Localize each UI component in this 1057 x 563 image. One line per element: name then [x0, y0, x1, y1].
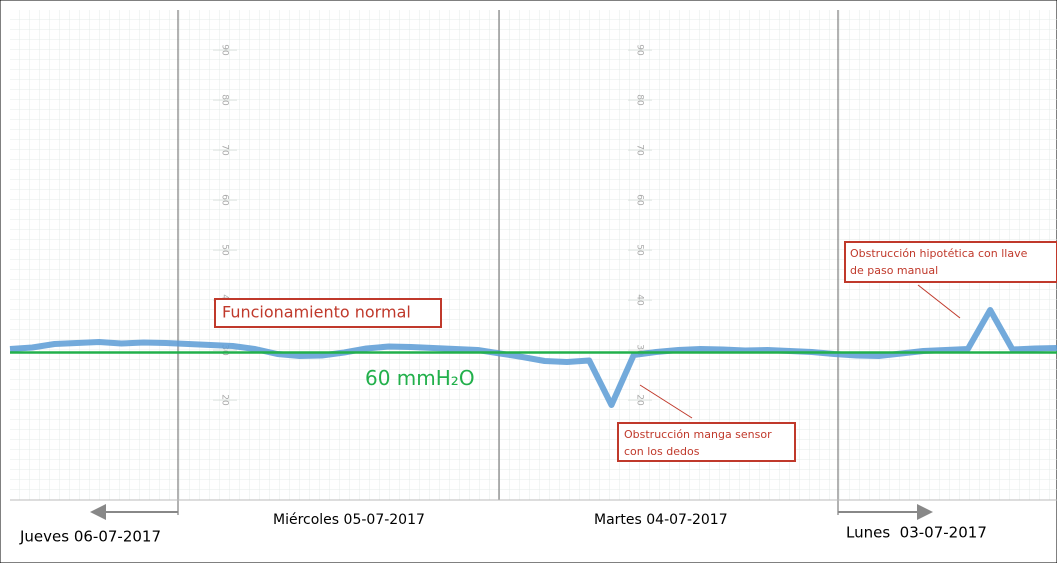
- annotation: con los dedos: [624, 445, 700, 458]
- y-tick-label: 60: [635, 194, 645, 206]
- y-tick-label: 80: [635, 94, 645, 106]
- y-tick-label: 80: [220, 94, 230, 106]
- annotation: Obstrucción manga sensor: [624, 428, 772, 441]
- y-tick-label: 70: [220, 144, 230, 156]
- reference-label: 60 mmH₂O: [365, 366, 475, 390]
- y-tick-label: 60: [220, 194, 230, 206]
- day-label: Martes 04-07-2017: [594, 512, 728, 528]
- annotation: Obstrucción hipotética con llave: [850, 247, 1028, 260]
- day-label: Miércoles 05-07-2017: [273, 512, 425, 528]
- y-tick-label: 90: [635, 44, 645, 56]
- day-label: Lunes 03-07-2017: [846, 524, 987, 542]
- y-tick-label: 70: [635, 144, 645, 156]
- y-tick-label: 50: [635, 244, 645, 256]
- page: {"chart_data": {"type": "line", "series"…: [0, 0, 1057, 563]
- y-tick-label: 90: [220, 44, 230, 56]
- y-tick-label: 50: [220, 244, 230, 256]
- annotation: Funcionamiento normal: [222, 303, 411, 322]
- y-tick-label: 40: [635, 294, 645, 306]
- day-label: Jueves 06-07-2017: [19, 528, 161, 546]
- chart: 2020303040405050606070708080909060 mmH₂O…: [0, 0, 1057, 563]
- y-tick-label: 20: [220, 394, 230, 406]
- y-tick-label: 20: [635, 394, 645, 406]
- annotation: de paso manual: [850, 264, 938, 277]
